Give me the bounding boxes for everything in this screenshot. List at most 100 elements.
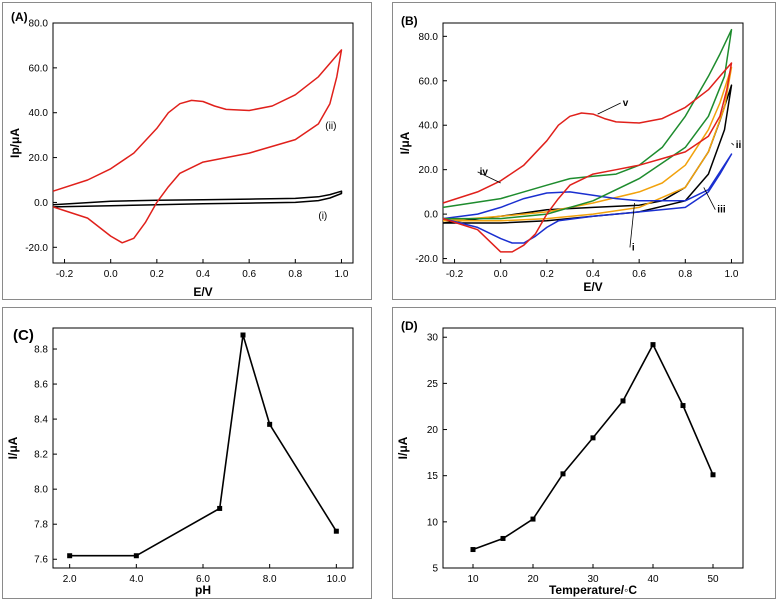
chart-d-point — [620, 398, 626, 404]
chart-b-xtick-label: 1.0 — [725, 269, 739, 280]
chart-b-annotation: iii — [717, 205, 726, 216]
chart-b-annotation: ii — [736, 140, 742, 151]
chart-b-xtick-label: 0.2 — [540, 269, 554, 280]
chart-a-ytick-label: 80.0 — [29, 19, 49, 30]
chart-a-panel-label: (A) — [11, 10, 28, 24]
chart-c-xlabel: pH — [195, 583, 211, 597]
chart-d-panel-label: (D) — [401, 319, 418, 333]
chart-a-ytick-label: 0.0 — [34, 198, 48, 209]
chart-d-ytick-label: 20 — [427, 425, 439, 436]
chart-c-xtick-label: 8.0 — [263, 574, 277, 585]
panel-c: 2.0 4.0 6.0 8.0 10.0 7.6 7.8 8.0 8.2 8.4 8.6 8.8 (C… — [2, 307, 372, 599]
chart-a-annotation: (ii) — [325, 121, 336, 132]
chart-b-xtick-label: 0.0 — [494, 269, 508, 280]
chart-a-ytick-label: -20.0 — [25, 243, 48, 254]
chart-b-xlabel: E/V — [583, 280, 602, 294]
chart-d-ytick-label: 10 — [427, 517, 439, 528]
chart-c-point — [240, 332, 246, 338]
chart-d-point — [470, 547, 476, 553]
chart-d-plot-area — [442, 327, 744, 569]
chart-c-series-line-pH — [69, 334, 337, 557]
chart-b-ytick-label: 40.0 — [419, 121, 439, 132]
chart-d-series-line-Temperature — [472, 343, 714, 551]
chart-b-annotation-pointer — [629, 202, 635, 248]
chart-b-ytick-label: -20.0 — [415, 254, 438, 265]
chart-b-ytick-label: 60.0 — [419, 76, 439, 87]
chart-d-svg: 10 20 30 40 50 5 10 15 20 25 30 (D) Temperature/◦C… — [396, 319, 744, 597]
chart-c-ylabel: I/μA — [6, 436, 20, 459]
chart-b-marks: -0.2 0.0 0.2 0.4 0.6 0.8 1.0 -20.0 0.0 20.0 40.0 60… — [415, 28, 742, 280]
chart-b-annotation-pointer — [703, 187, 716, 210]
chart-d-xlabel: Temperature/◦C — [549, 583, 637, 597]
chart-b-svg: -0.2 0.0 0.2 0.4 0.6 0.8 1.0 -20.0 0.0 20.0 40.0 60… — [398, 14, 744, 294]
chart-d-xtick-label: 10 — [467, 574, 479, 585]
chart-a-marks: -0.2 0.0 0.2 0.4 0.6 0.8 1.0 -20.0 0.0 20.0 40.0 60… — [25, 19, 349, 281]
chart-c-ytick-label: 8.2 — [34, 450, 48, 461]
chart-d-ytick-label: 25 — [427, 379, 439, 390]
chart-c-ytick-label: 7.8 — [34, 520, 48, 531]
chart-d-xtick-label: 30 — [587, 574, 599, 585]
chart-c-ytick-label: 7.6 — [34, 555, 48, 566]
chart-c-xtick-label: 2.0 — [63, 574, 77, 585]
chart-b-xtick-label: -0.2 — [446, 269, 464, 280]
chart-b-xtick-label: 0.4 — [586, 269, 600, 280]
chart-c-ytick-label: 8.0 — [34, 485, 48, 496]
chart-a-xtick-label: 0.2 — [150, 269, 164, 280]
chart-c-point — [333, 528, 339, 534]
chart-c-plot-area — [52, 327, 354, 569]
chart-c-point — [67, 553, 73, 559]
chart-b-xtick-label: 0.8 — [678, 269, 692, 280]
chart-d-ytick-label: 5 — [432, 564, 438, 575]
chart-b-annotation-pointer — [731, 142, 735, 146]
chart-b-series-line-ii — [442, 66, 733, 222]
chart-d-ytick-label: 30 — [427, 333, 439, 344]
chart-d-point — [500, 535, 506, 541]
chart-a-xtick-label: -0.2 — [56, 269, 74, 280]
chart-d-point — [530, 516, 536, 522]
chart-d-xtick-label: 50 — [707, 574, 719, 585]
chart-a-xtick-label: 0.6 — [242, 269, 256, 280]
chart-b-series-line-iv — [442, 28, 733, 220]
chart-d-point — [560, 471, 566, 477]
chart-b-ylabel: I/μA — [398, 131, 412, 154]
chart-b-panel-label: (B) — [401, 14, 418, 28]
chart-b-annotation-pointer — [477, 171, 501, 184]
chart-c-xtick-label: 4.0 — [129, 574, 143, 585]
chart-b-annotation: v — [623, 98, 629, 109]
chart-c-xtick-label: 10.0 — [327, 574, 347, 585]
chart-a-xtick-label: 0.4 — [196, 269, 210, 280]
chart-c-panel-label: (C) — [13, 327, 34, 344]
chart-b-series-line-iii — [442, 153, 733, 244]
chart-d-point — [680, 403, 686, 409]
chart-a-xlabel: E/V — [193, 285, 212, 299]
panel-b: -0.2 0.0 0.2 0.4 0.6 0.8 1.0 -20.0 0.0 20.0 40.0 60… — [392, 2, 776, 300]
chart-b-ytick-label: 20.0 — [419, 165, 439, 176]
chart-b-annotation: i — [632, 242, 635, 253]
chart-c-point — [267, 421, 273, 427]
chart-b-annotation: iv — [480, 167, 489, 178]
chart-d-marks: 10 20 30 40 50 5 10 15 20 25 30 — [427, 333, 719, 585]
panel-d: 10 20 30 40 50 5 10 15 20 25 30 (D) Temperature/◦C… — [392, 307, 776, 599]
chart-c-xtick-label: 6.0 — [196, 574, 210, 585]
panel-a: -0.2 0.0 0.2 0.4 0.6 0.8 1.0 -20.0 0.0 20.0 40.0 60… — [2, 2, 372, 300]
chart-c-point — [217, 505, 223, 511]
chart-d-point — [650, 342, 656, 348]
chart-d-point — [710, 472, 716, 478]
chart-a-ytick-label: 60.0 — [29, 63, 49, 74]
chart-c-ytick-label: 8.4 — [34, 415, 48, 426]
chart-c-ytick-label: 8.6 — [34, 380, 48, 391]
chart-b-ytick-label: 0.0 — [424, 210, 438, 221]
chart-a-annotation: (i) — [318, 211, 327, 222]
chart-c-marks: 2.0 4.0 6.0 8.0 10.0 7.6 7.8 8.0 8.2 8.4 8.6 8.8 — [34, 332, 347, 585]
chart-c-ytick-label: 8.8 — [34, 345, 48, 356]
chart-b-series-line-v — [442, 62, 733, 253]
chart-a-series-line-ii — [52, 49, 343, 244]
chart-a-ytick-label: 20.0 — [29, 153, 49, 164]
chart-a-ylabel: Ip/μA — [8, 128, 22, 158]
chart-b-annotation-pointer — [597, 102, 621, 115]
chart-d-ytick-label: 15 — [427, 471, 439, 482]
chart-a-xtick-label: 1.0 — [335, 269, 349, 280]
chart-b-xtick-label: 0.6 — [632, 269, 646, 280]
chart-a-ytick-label: 40.0 — [29, 108, 49, 119]
chart-a-xtick-label: 0.8 — [288, 269, 302, 280]
